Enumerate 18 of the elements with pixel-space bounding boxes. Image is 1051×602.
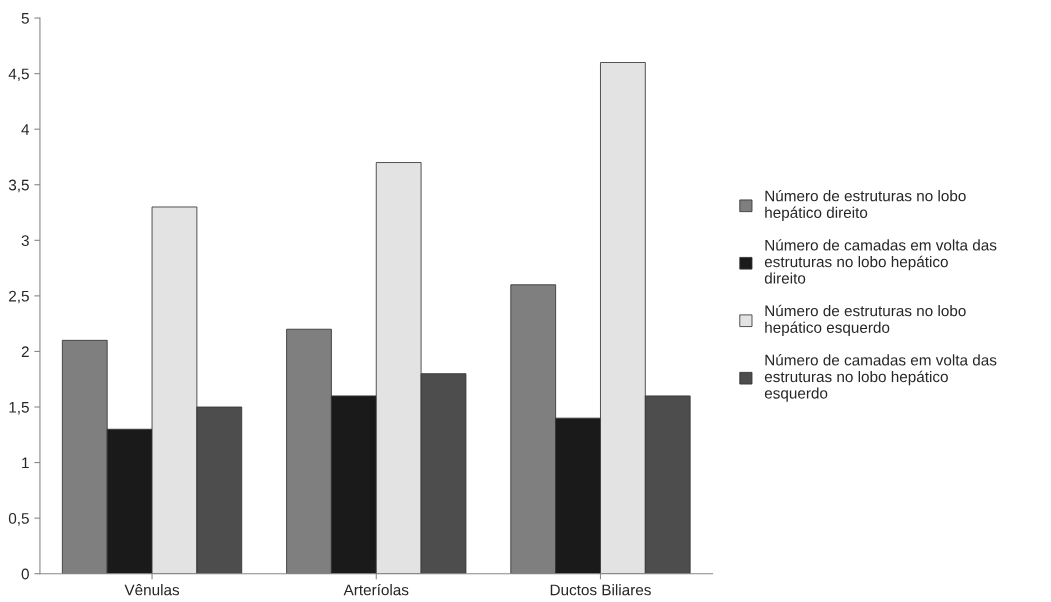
y-tick-label: 3 — [21, 235, 29, 246]
y-tick-label: 1,5 — [9, 402, 29, 415]
y-tick-label: 5 — [21, 13, 29, 24]
y-tick-label: 0 — [21, 568, 29, 580]
y-tick-label: 1 — [22, 457, 29, 469]
legend-label: Número de estruturas no lobo hepático esquerdo — [765, 304, 966, 336]
y-tick-label: 2 — [21, 346, 29, 357]
y-tick-label: 4 — [21, 124, 30, 135]
legend-label: Número de camadas em volta das estruturas no lobo hepático direito — [764, 239, 997, 284]
y-tick-label: 4,5 — [8, 68, 29, 82]
legend-label: Número de camadas em volta das estruturas no lobo hepático esquerdo — [764, 354, 997, 402]
y-tick-label: 0,5 — [8, 513, 29, 526]
y-tick-label: 2,5 — [9, 290, 29, 304]
x-tick-label: Ductos Biliares — [550, 584, 651, 596]
y-tick-label: 3,5 — [8, 179, 29, 193]
x-tick-label: Arteríolas — [343, 583, 409, 596]
legend-label: Número de estruturas no lobo hepático direito — [765, 189, 966, 222]
x-tick-label: Vênulas — [124, 584, 180, 596]
